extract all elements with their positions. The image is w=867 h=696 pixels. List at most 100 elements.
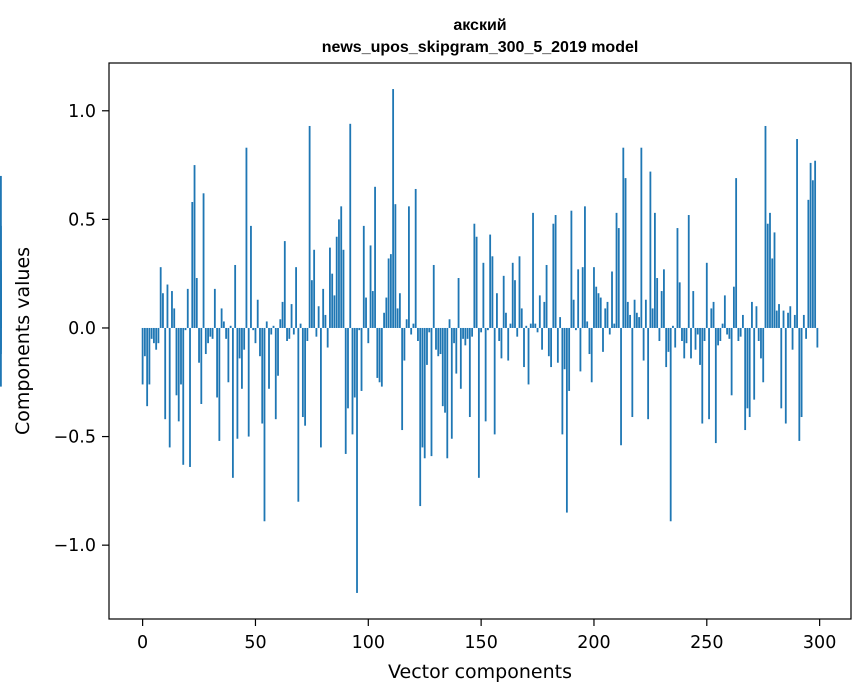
bar: [732, 286, 735, 328]
bar: [410, 327, 413, 335]
bar: [793, 314, 796, 328]
bar: [590, 327, 593, 383]
bar: [430, 327, 433, 457]
bar: [520, 308, 523, 328]
bar: [466, 327, 469, 339]
bar: [143, 327, 146, 357]
bar: [748, 327, 751, 418]
bar: [696, 327, 699, 335]
y-tick-label: −1.0: [54, 536, 97, 556]
bar: [218, 327, 221, 441]
bar: [651, 308, 654, 328]
bar: [764, 125, 767, 328]
y-tick-label: 1.0: [68, 102, 96, 122]
bar: [742, 314, 744, 328]
bar: [229, 325, 232, 328]
bar: [620, 327, 622, 446]
bar: [796, 139, 798, 328]
bar: [335, 236, 338, 328]
bar: [428, 327, 431, 333]
bar: [374, 186, 376, 328]
bar: [313, 249, 316, 328]
bar: [432, 264, 435, 328]
bar: [710, 308, 713, 328]
bar: [301, 327, 304, 418]
bar: [708, 327, 710, 420]
bar: [392, 89, 395, 328]
bar: [320, 327, 322, 448]
bar: [681, 327, 683, 341]
bar: [536, 327, 539, 333]
y-axis-label: Components values: [12, 247, 34, 435]
bar: [547, 327, 550, 357]
x-tick-label: 50: [244, 633, 266, 653]
bar: [426, 327, 428, 365]
bar: [500, 327, 503, 359]
bar: [714, 327, 717, 444]
bar: [660, 291, 663, 328]
x-axis-label: Vector components: [388, 661, 572, 683]
bar: [365, 297, 367, 328]
bar: [238, 327, 241, 359]
bar: [180, 327, 182, 385]
bar: [631, 327, 634, 418]
bar: [800, 327, 803, 418]
bar: [396, 308, 399, 328]
bar: [247, 327, 250, 437]
bar: [444, 327, 446, 413]
bar: [193, 165, 196, 328]
bar: [511, 262, 514, 328]
bar: [283, 241, 286, 328]
bar: [263, 327, 266, 522]
bar: [762, 327, 765, 383]
bar: [694, 327, 697, 350]
bar: [784, 327, 787, 424]
bar: [739, 327, 742, 337]
bar: [575, 327, 577, 331]
bar: [717, 327, 719, 346]
bar: [141, 327, 144, 385]
x-tick-label: 200: [577, 633, 610, 653]
y-tick-label: 0.5: [68, 210, 96, 230]
bar: [726, 327, 729, 335]
bar: [195, 278, 198, 328]
bar: [408, 206, 410, 328]
bar: [791, 327, 794, 350]
bar: [270, 327, 273, 335]
bar: [322, 288, 325, 328]
bar: [676, 228, 679, 328]
bar: [802, 314, 805, 328]
bar: [487, 327, 489, 331]
bar: [286, 327, 288, 341]
bar: [746, 327, 749, 409]
bar: [809, 162, 812, 328]
bar: [281, 301, 284, 328]
bar: [256, 299, 259, 328]
bar: [455, 327, 458, 374]
bar: [658, 327, 661, 341]
bar: [561, 327, 564, 435]
bar: [317, 306, 320, 328]
bar: [216, 327, 218, 398]
bar: [640, 147, 643, 328]
bar: [326, 327, 329, 348]
bar: [622, 147, 625, 328]
bar: [527, 327, 530, 385]
bar: [773, 232, 776, 328]
bar: [525, 325, 528, 328]
bar: [405, 319, 408, 328]
bar: [534, 323, 537, 328]
bar: [155, 327, 158, 350]
bar: [241, 327, 243, 389]
bar: [626, 301, 629, 328]
bar: [678, 282, 681, 328]
bar: [687, 215, 690, 328]
bar: [347, 327, 349, 409]
bar: [498, 327, 501, 341]
bar: [798, 327, 801, 441]
bar: [505, 312, 507, 328]
bar: [516, 327, 519, 337]
bar: [376, 327, 379, 378]
bar: [577, 269, 580, 328]
bar: [387, 258, 390, 328]
